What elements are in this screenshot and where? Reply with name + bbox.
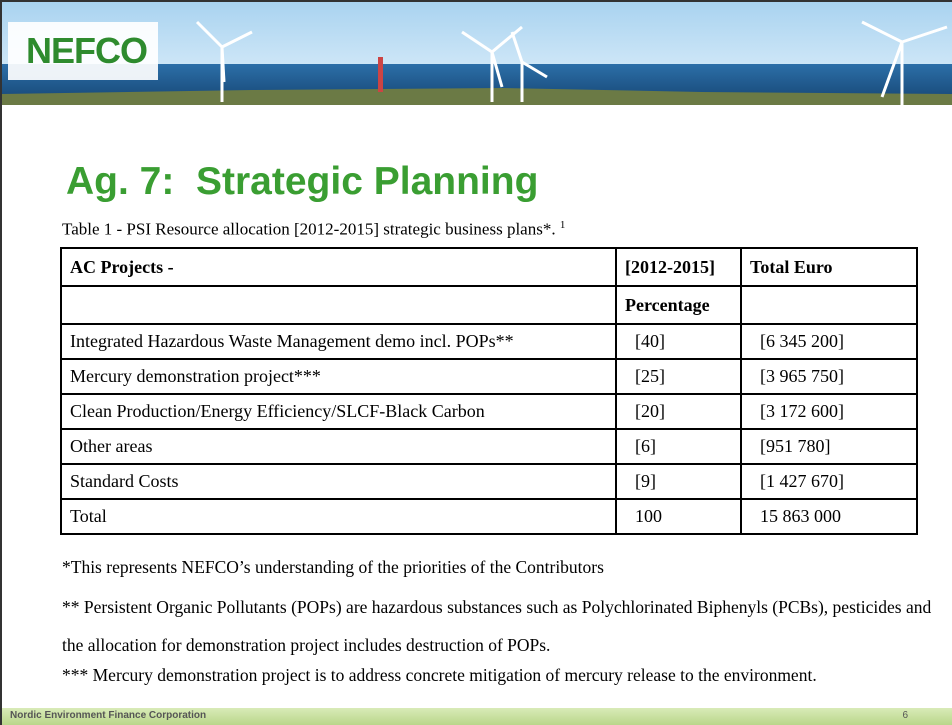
table-cell: [25]	[616, 359, 741, 394]
caption-text: Table 1 - PSI Resource allocation [2012-…	[62, 220, 556, 239]
subheader-row: Percentage	[61, 286, 917, 324]
table-cell: Other areas	[61, 429, 616, 464]
footnote: ** Persistent Organic Pollutants (POPs) …	[62, 588, 942, 664]
table-cell: [3 172 600]	[741, 394, 917, 429]
footnote-ref: 1	[560, 219, 566, 231]
table-row: Standard Costs[9][1 427 670]	[61, 464, 917, 499]
table-cell: Clean Production/Energy Efficiency/SLCF-…	[61, 394, 616, 429]
footnote: *** Mercury demonstration project is to …	[62, 656, 942, 694]
table-row: Other areas[6][951 780]	[61, 429, 917, 464]
table-cell: [1 427 670]	[741, 464, 917, 499]
table-cell: [20]	[616, 394, 741, 429]
allocation-table: AC Projects - [2012-2015] Total Euro Per…	[60, 247, 918, 535]
logo: NEFCO	[8, 22, 158, 80]
table-row: Clean Production/Energy Efficiency/SLCF-…	[61, 394, 917, 429]
slide-title: Ag. 7: Strategic Planning	[66, 160, 538, 204]
table-cell: 100	[616, 499, 741, 534]
table-cell: Standard Costs	[61, 464, 616, 499]
subheader-cell: Percentage	[616, 286, 741, 324]
footer: Nordic Environment Finance Corporation 6	[2, 708, 952, 725]
table-cell: [40]	[616, 324, 741, 359]
table-cell: Total	[61, 499, 616, 534]
empty-cell	[741, 286, 917, 324]
table-cell: Integrated Hazardous Waste Management de…	[61, 324, 616, 359]
header-cell: Total Euro	[741, 248, 917, 286]
table-body: Integrated Hazardous Waste Management de…	[61, 324, 917, 534]
footer-organization: Nordic Environment Finance Corporation	[10, 710, 206, 721]
table-cell: [951 780]	[741, 429, 917, 464]
table-cell: [6 345 200]	[741, 324, 917, 359]
table-caption: Table 1 - PSI Resource allocation [2012-…	[62, 219, 565, 240]
header-row: AC Projects - [2012-2015] Total Euro	[61, 248, 917, 286]
header-cell: AC Projects -	[61, 248, 616, 286]
table-cell: 15 863 000	[741, 499, 917, 534]
table-row: Mercury demonstration project***[25][3 9…	[61, 359, 917, 394]
footnote: *This represents NEFCO’s understanding o…	[62, 548, 942, 586]
table-cell: [3 965 750]	[741, 359, 917, 394]
empty-cell	[61, 286, 616, 324]
table-cell: [9]	[616, 464, 741, 499]
table-cell: Mercury demonstration project***	[61, 359, 616, 394]
page-number: 6	[902, 710, 908, 721]
slide: NEFCO Ag. 7: Strategic Planning Table 1 …	[0, 0, 952, 725]
table-row: Integrated Hazardous Waste Management de…	[61, 324, 917, 359]
table-cell: [6]	[616, 429, 741, 464]
header-cell: [2012-2015]	[616, 248, 741, 286]
